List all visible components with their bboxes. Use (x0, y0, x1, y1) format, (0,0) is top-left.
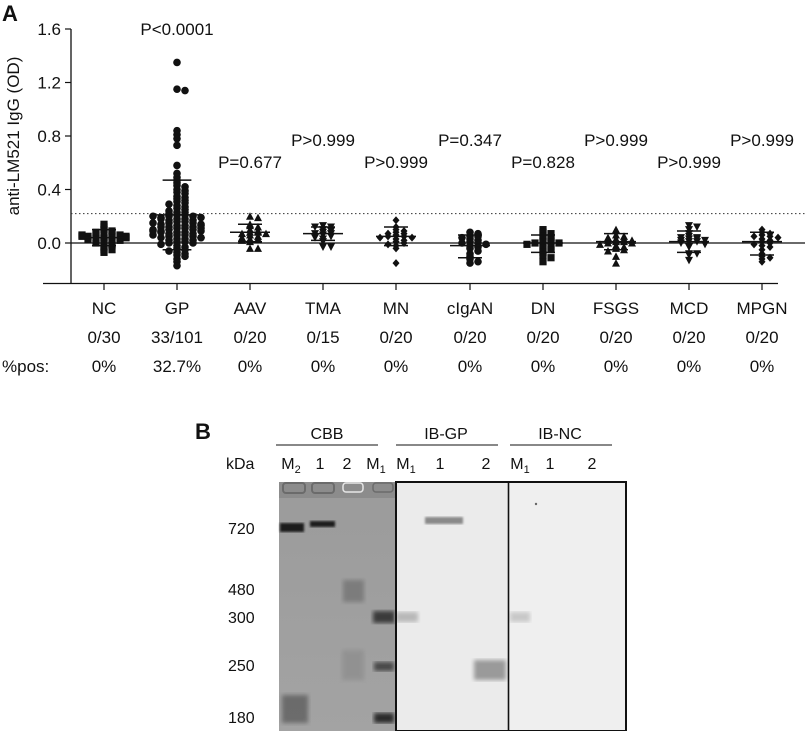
category-label: DN (531, 299, 556, 318)
p-value-tma: P>0.999 (291, 131, 355, 150)
positive-count: 0/30 (87, 328, 120, 347)
y-axis-ticks: 0.0 0.4 0.8 1.2 1.6 (37, 20, 71, 253)
lane-label: 1 (436, 456, 445, 473)
category-label: MN (383, 299, 409, 318)
p-value-fsgs: P>0.999 (584, 131, 648, 150)
group-title-ib-nc: IB-NC (538, 426, 582, 443)
y-tick-label: 0.0 (37, 234, 61, 253)
kda-marker-250: 250 (228, 658, 255, 675)
p-value-mcd: P>0.999 (657, 153, 721, 172)
y-tick-label: 0.8 (37, 127, 61, 146)
percent-positive: 32.7% (153, 357, 201, 376)
category-label: MCD (670, 299, 709, 318)
positive-count: 0/20 (379, 328, 412, 347)
lane-label: 2 (588, 456, 597, 473)
positive-count: 33/101 (151, 328, 203, 347)
data-points (78, 58, 782, 270)
panel-b-label: B (195, 419, 211, 444)
mean-sd-bars (84, 179, 782, 259)
percent-positive: 0% (384, 357, 409, 376)
percent-positive: 0% (92, 357, 117, 376)
positive-count: 0/20 (233, 328, 266, 347)
lane-label: M1 (510, 456, 529, 476)
category-label: TMA (305, 299, 342, 318)
group-title-cbb: CBB (311, 426, 344, 443)
group-title-ib-gp: IB-GP (424, 426, 468, 443)
p-value-gp: P<0.0001 (140, 20, 213, 39)
kda-label: kDa (226, 456, 255, 473)
p-value-mn: P>0.999 (364, 153, 428, 172)
lane-label: 1 (316, 456, 325, 473)
y-tick-label: 1.2 (37, 74, 61, 93)
positive-count: 0/20 (672, 328, 705, 347)
lane-label: M1 (366, 456, 385, 476)
y-axis-label: anti-LM521 IgG (OD) (4, 57, 23, 216)
percent-positive: 0% (458, 357, 483, 376)
category-label: FSGS (593, 299, 639, 318)
percent-positive: 0% (311, 357, 336, 376)
percent-positive: 0% (750, 357, 775, 376)
percent-positive: 0% (604, 357, 629, 376)
percent-positive-row-label: %pos: (2, 357, 49, 376)
panel-b-gel: B kDa CBB IB-GP IB-NC M2 1 2 M1 M1 1 2 M1 1 2 (195, 419, 627, 731)
category-label: MPGN (737, 299, 788, 318)
percent-positive: 0% (531, 357, 556, 376)
lane-label: 1 (546, 456, 555, 473)
category-label: cIgAN (447, 299, 493, 318)
percent-positive: 0% (677, 357, 702, 376)
positive-count: 0/20 (526, 328, 559, 347)
ib-gp-blot-image (396, 482, 508, 731)
positive-count: 0/20 (453, 328, 486, 347)
panel-a-dot-plot: A anti-LM521 IgG (OD) 0.0 0.4 0.8 1.2 1.6 P<… (2, 1, 805, 376)
lane-labels: M2 1 2 M1 M1 1 2 M1 1 2 (281, 456, 596, 476)
category-label: NC (92, 299, 117, 318)
kda-marker-300: 300 (228, 610, 255, 627)
p-value-cigan: P=0.347 (438, 131, 502, 150)
y-tick-label: 1.6 (37, 20, 61, 39)
lane-label: M2 (281, 456, 300, 476)
kda-marker-480: 480 (228, 582, 255, 599)
percent-positive: 0% (238, 357, 263, 376)
y-tick-label: 0.4 (37, 181, 61, 200)
positive-count: 0/20 (599, 328, 632, 347)
x-axis-category-labels: NC 0/30 0% GP 33/101 32.7% AAV 0/20 0% TMA 0/15 0% M… (87, 299, 787, 376)
p-value-aav: P=0.677 (218, 153, 282, 172)
positive-count: 0/15 (306, 328, 339, 347)
p-value-mpgn: P>0.999 (730, 131, 794, 150)
ib-nc-blot-image (509, 482, 627, 731)
lane-label: 2 (482, 456, 491, 473)
kda-marker-180: 180 (228, 710, 255, 727)
p-value-dn: P=0.828 (511, 153, 575, 172)
kda-marker-720: 720 (228, 521, 255, 538)
category-label: GP (165, 299, 190, 318)
lane-label: 2 (343, 456, 352, 473)
positive-count: 0/20 (745, 328, 778, 347)
kda-marker-labels: 720 480 300 250 180 (228, 521, 255, 727)
cbb-gel-image (279, 482, 396, 731)
blot-border (395, 481, 627, 731)
p-value-labels: P<0.0001 P=0.677 P>0.999 P>0.999 P=0.347 P=0.… (140, 20, 794, 172)
category-label: AAV (234, 299, 267, 318)
lane-label: M1 (396, 456, 415, 476)
panel-a-label: A (2, 1, 18, 26)
